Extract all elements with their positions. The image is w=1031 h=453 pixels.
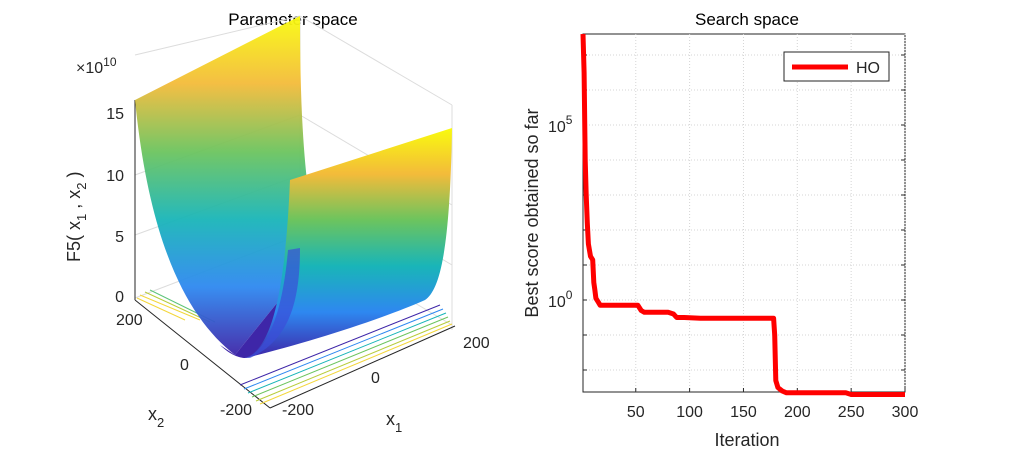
x1-tick-neg200: -200 [282, 402, 314, 419]
right-plot-title: Search space [695, 10, 799, 29]
x2-tick-200: 200 [116, 312, 143, 329]
search-space-plot: Search space 50 100 150 200 250 300 105 100 I… [522, 10, 918, 450]
y-tick-1e0: 100 [548, 288, 573, 311]
y-tick-1e5: 105 [548, 113, 573, 136]
x-tick-label-100: 100 [676, 404, 703, 421]
x-tick-label-300: 300 [892, 404, 919, 421]
z-label-sub2: 2 [74, 183, 89, 190]
x2-label-main: x [148, 404, 157, 424]
y-tick-1e5-exp: 5 [566, 113, 573, 127]
y-tick-1e0-base: 10 [548, 294, 566, 311]
surface-front-wall [245, 128, 452, 358]
x1-label-main: x [386, 409, 395, 429]
z-multiplier-exp: 10 [103, 55, 117, 69]
left-plot-title: Parameter space [228, 10, 357, 29]
x-tick-label-50: 50 [627, 404, 645, 421]
z-multiplier-base: ×10 [76, 60, 103, 77]
z-tick-0: 0 [115, 289, 124, 306]
box-top-right-edge [299, 15, 453, 106]
x-axis-label: Iteration [714, 430, 779, 450]
surface-front-shade [245, 248, 300, 358]
y-tick-1e0-exp: 0 [566, 288, 573, 302]
x-tick-label-200: 200 [784, 404, 811, 421]
series-ho-line [580, 33, 905, 397]
legend[interactable]: HO [783, 51, 890, 82]
y-axis-label: Best score obtained so far [522, 108, 542, 317]
contour-right-2 [243, 308, 444, 390]
z-label-part1: F5( x [64, 221, 84, 262]
plot-area-frame [582, 33, 906, 393]
y-tick-1e5-base: 10 [548, 119, 566, 136]
x1-axis-line [269, 325, 456, 409]
z-label-sub1: 1 [74, 214, 89, 221]
z-axis-label: F5( x1 , x2 ) [64, 172, 89, 263]
x2-tick-0: 0 [180, 357, 189, 374]
z-tick-5: 5 [115, 229, 124, 246]
x1-tick-0: 0 [371, 370, 380, 387]
contour-right-1 [239, 304, 441, 386]
x2-axis-line [134, 299, 271, 409]
contour-left-2 [144, 291, 211, 323]
contour-right-5 [255, 320, 451, 402]
z-tick-10: 10 [106, 168, 124, 185]
x-tick-label-250: 250 [838, 404, 865, 421]
z-label-part2: , x [64, 190, 84, 214]
x-tick-label-150: 150 [730, 404, 757, 421]
tick-layer: 50 100 150 200 250 300 [583, 54, 919, 421]
floor-contours [136, 289, 453, 405]
contour-right-3 [247, 312, 447, 394]
contour-left-1 [136, 294, 201, 321]
x1-label-sub: 1 [395, 420, 402, 435]
contour-right-4 [251, 316, 449, 398]
parameter-space-plot: Parameter space [64, 10, 490, 435]
legend-ho-label: HO [856, 60, 880, 77]
z-label-part3: ) [64, 172, 84, 183]
x1-tick-200: 200 [463, 335, 490, 352]
box-top-left-edge [134, 15, 301, 56]
x2-axis-label: x2 [148, 404, 164, 430]
x2-tick-neg200: -200 [220, 402, 252, 419]
x1-axis-label: x1 [386, 409, 402, 435]
x2-label-sub: 2 [157, 415, 164, 430]
surface-back-wall [135, 16, 320, 355]
z-multiplier: ×1010 [76, 55, 117, 77]
series-layer [580, 33, 905, 397]
contour-right-6 [259, 323, 453, 405]
z-tick-15: 15 [106, 106, 124, 123]
